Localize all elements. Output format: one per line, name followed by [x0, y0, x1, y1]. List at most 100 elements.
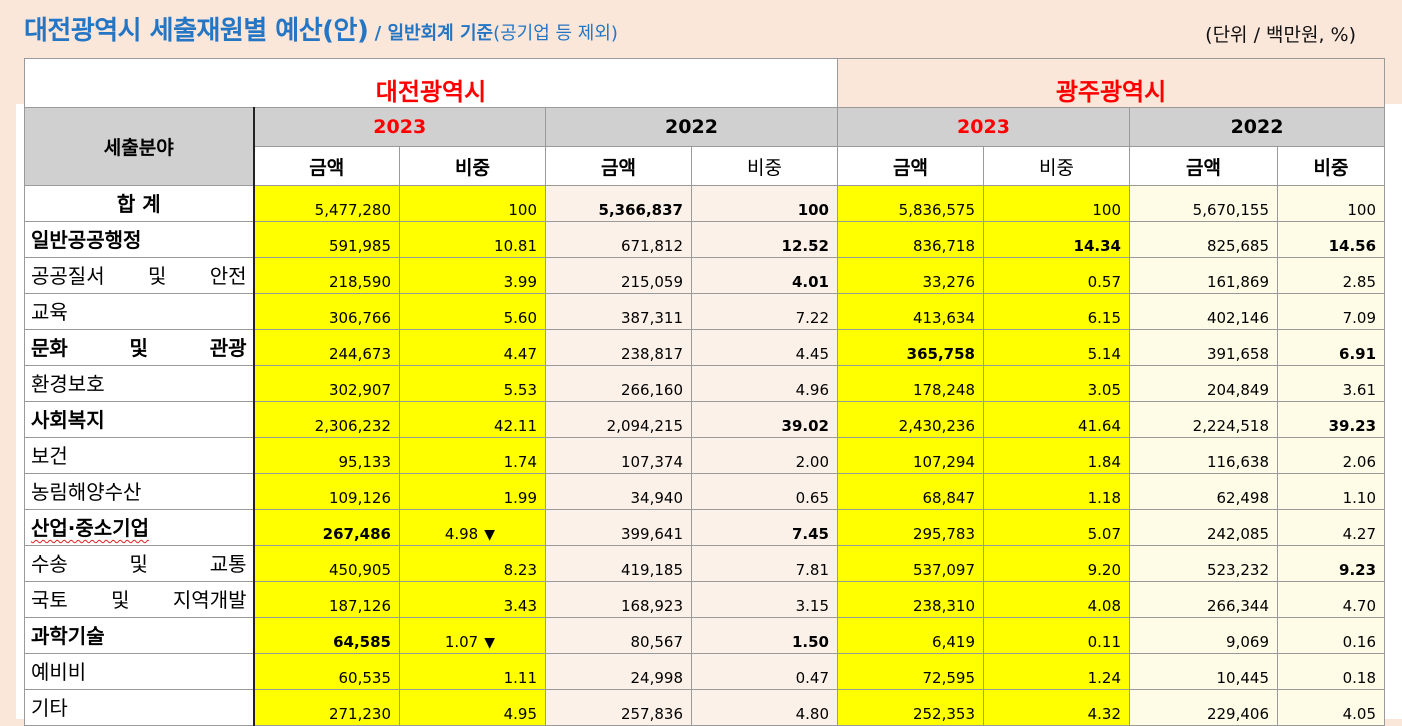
gwangju-2022-share: 4.05 [1276, 689, 1386, 726]
cell-value: 391,658 [1206, 345, 1269, 363]
gwangju-2023-share: 5.14 [983, 329, 1130, 366]
cell-value: 4.45 [795, 345, 829, 363]
cell-value: 306,766 [328, 309, 391, 327]
down-triangle-icon: ▼ [484, 527, 495, 543]
cell-value: 266,160 [620, 381, 683, 399]
cell-value: 34,940 [630, 489, 684, 507]
gwangju-2023-amount: 238,310 [837, 581, 984, 618]
gwangju-2022-share: 0.18 [1276, 653, 1386, 690]
cell-value: 6.15 [1087, 309, 1121, 327]
daejeon-2022-share: 4.45 [691, 329, 838, 366]
daejeon-2023-amount: 64,585 [253, 617, 400, 654]
cell-value: 4.47 [503, 345, 537, 363]
cell-value: 387,311 [620, 309, 683, 327]
cell-value: 7.22 [795, 309, 829, 327]
category-cell: 환경보호 [24, 365, 255, 402]
daejeon-2023-share: 4.95 [399, 689, 546, 726]
title-basis: 일반회계 기준 [387, 23, 494, 44]
cell-value: 39.02 [781, 417, 829, 435]
daejeon-2023-amount: 302,907 [253, 365, 400, 402]
cell-value: 178,248 [912, 381, 975, 399]
gwangju-2023-share: 4.08 [983, 581, 1130, 618]
daejeon-2023-share: 4.98 ▼ [399, 509, 546, 546]
daejeon-2023-amount: 271,230 [253, 689, 400, 726]
cell-value: 0.11 [1087, 633, 1121, 651]
gwangju-2023-share: 0.57 [983, 257, 1130, 294]
cell-value: 12.52 [781, 237, 829, 255]
gwangju-2023-amount: 836,718 [837, 221, 984, 258]
cell-value: 419,185 [620, 561, 683, 579]
cell-value: 7.09 [1342, 309, 1377, 327]
gwangju-2022-amount: 266,344 [1129, 581, 1278, 618]
gwangju-2022-share: 4.27 [1276, 509, 1386, 546]
cell-value: 14.34 [1073, 237, 1121, 255]
category-label: 보건 [31, 444, 68, 468]
gwangju-2022-share: 100 [1276, 185, 1386, 222]
cell-value: 2,430,236 [898, 417, 975, 435]
cell-value: 271,230 [328, 705, 391, 723]
cell-value: 4.96 [795, 381, 829, 399]
amount-header: 금액 [1129, 146, 1278, 186]
category-cell: 수송 및 교통 [24, 545, 255, 582]
gwangju-2022-share: 1.10 [1276, 473, 1386, 510]
cell-value: 9.20 [1087, 561, 1121, 579]
gwangju-2022-amount: 229,406 [1129, 689, 1278, 726]
cell-value: 836,718 [912, 237, 975, 255]
daejeon-2023-share: 4.47 [399, 329, 546, 366]
daejeon-2023-amount: 5,477,280 [253, 185, 400, 222]
share-header: 비중 [1276, 146, 1386, 186]
daejeon-2022-amount: 34,940 [545, 473, 692, 510]
cell-value: 295,783 [912, 525, 975, 543]
daejeon-2023-share: 5.60 [399, 293, 546, 330]
category-cell: 교육 [24, 293, 255, 330]
category-label: 수송 및 교통 [31, 552, 247, 576]
cell-value: 215,059 [620, 273, 683, 291]
gwangju-2022-share: 2.85 [1276, 257, 1386, 294]
daejeon-2023-amount: 95,133 [253, 437, 400, 474]
cell-value: 107,294 [912, 453, 975, 471]
cell-value: 72,595 [922, 669, 976, 687]
cell-value: 2,094,215 [606, 417, 683, 435]
header-city-row: 대전광역시 광주광역시 [24, 58, 1386, 108]
cell-value: 0.16 [1342, 633, 1377, 651]
category-cell: 합 계 [24, 185, 255, 222]
daejeon-2022-share: 4.01 [691, 257, 838, 294]
gwangju-2022-share: 3.61 [1276, 365, 1386, 402]
gwangju-2023-share: 3.05 [983, 365, 1130, 402]
category-cell: 과학기술 [24, 617, 255, 654]
cell-value: 591,985 [328, 237, 391, 255]
category-cell: 예비비 [24, 653, 255, 690]
gwangju-2022-amount: 62,498 [1129, 473, 1278, 510]
daejeon-2023-share: 1.99 [399, 473, 546, 510]
cell-value: 0.65 [795, 489, 829, 507]
category-label: 과학기술 [31, 624, 105, 648]
daejeon-2023-amount: 450,905 [253, 545, 400, 582]
year-header-gwangju-2022: 2022 [1128, 107, 1386, 147]
gwangju-2023-share: 14.34 [983, 221, 1130, 258]
cell-value: 1.18 [1087, 489, 1121, 507]
category-label: 기타 [31, 696, 68, 720]
cell-value: 252,353 [912, 705, 975, 723]
amount-header: 금액 [837, 146, 984, 186]
cell-value: 537,097 [912, 561, 975, 579]
cell-value: 1.99 [503, 489, 537, 507]
year-header-gwangju-2023: 2023 [837, 107, 1130, 147]
city-header-gwangju: 광주광역시 [836, 58, 1386, 108]
table-row: 사회복지 2,306,232 42.11 2,094,215 39.02 2,430,23… [24, 401, 1386, 438]
cell-value: 116,638 [1206, 453, 1269, 471]
gwangju-2022-amount: 116,638 [1129, 437, 1278, 474]
cell-value: 100 [797, 201, 829, 219]
cell-value: 2,224,518 [1192, 417, 1269, 435]
daejeon-2023-share: 3.43 [399, 581, 546, 618]
table-row: 합 계 5,477,280 100 5,366,837 100 5,836,575 100 5… [24, 185, 1386, 222]
daejeon-2023-amount: 267,486 [253, 509, 400, 546]
cell-value: 42.11 [494, 417, 537, 435]
table-row: 문화 및 관광 244,673 4.47 238,817 4.45 365,758 5.14… [24, 329, 1386, 366]
gwangju-2023-share: 6.15 [983, 293, 1130, 330]
cell-value: 95,133 [338, 453, 392, 471]
cell-value: 62,498 [1216, 489, 1270, 507]
gwangju-2022-amount: 161,869 [1129, 257, 1278, 294]
gwangju-2022-amount: 10,445 [1129, 653, 1278, 690]
amount-header: 금액 [253, 146, 400, 186]
gwangju-2023-amount: 178,248 [837, 365, 984, 402]
